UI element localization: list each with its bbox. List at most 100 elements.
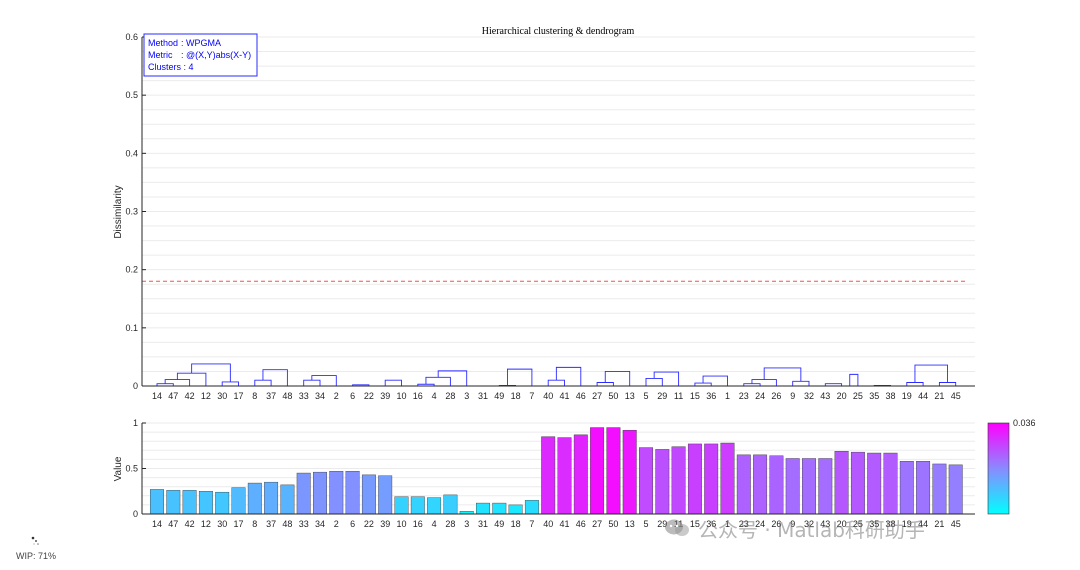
bar-series [150, 427, 963, 515]
dendrogram-leaf-label: 37 [266, 391, 276, 401]
bar [704, 443, 719, 515]
bar [948, 464, 963, 515]
dendrogram-link [547, 379, 565, 386]
bar [687, 443, 702, 515]
dendrogram-grid [142, 36, 975, 372]
dendrogram-leaf-label: 3 [464, 391, 469, 401]
dendrogram-leaf-label: 44 [918, 391, 928, 401]
bar [394, 496, 409, 515]
bar-x-tick-label: 24 [755, 519, 765, 529]
bar [639, 447, 653, 515]
bar [427, 497, 442, 515]
dendrogram-leaf-label: 26 [771, 391, 781, 401]
bar [622, 430, 637, 515]
dendrogram-y-tick-label: 0 [133, 381, 138, 391]
bar-x-tick-label: 15 [690, 519, 700, 529]
dendrogram-leaf-label: 22 [364, 391, 374, 401]
bar-x-tick-label: 2 [334, 519, 339, 529]
dendrogram-leaf-label: 12 [201, 391, 211, 401]
bar-x-tick-label: 43 [820, 519, 830, 529]
bar [150, 489, 164, 515]
dendrogram-leaf-label: 48 [282, 391, 292, 401]
dendrogram-link [702, 375, 728, 386]
dendrogram-link [221, 381, 239, 386]
bar-x-tick-label: 12 [201, 519, 211, 529]
bar-x-tick-label: 18 [511, 519, 521, 529]
method-info-box: Method : WPGMA Metric : @(X,Y)abs(X-Y) C… [143, 33, 258, 77]
dendrogram-y-tick-label: 0.2 [125, 265, 138, 275]
bar [590, 427, 605, 515]
dendrogram-y-tick-label: 0.4 [125, 148, 138, 158]
bar [606, 427, 621, 515]
bar-x-tick-label: 16 [413, 519, 423, 529]
bar-y-tick-label: 0.5 [125, 464, 138, 474]
bar-x-tick-label: 40 [543, 519, 553, 529]
dendrogram-leaf-label: 11 [674, 391, 683, 401]
bar [818, 458, 833, 515]
dendrogram-link [555, 366, 582, 386]
dendrogram-leaf-label: 20 [837, 391, 847, 401]
clusters-text: Clusters : 4 [148, 62, 194, 72]
bar-x-tick-label: 13 [625, 519, 635, 529]
bar-x-tick-label: 7 [529, 519, 534, 529]
bar [720, 442, 735, 515]
bar-x-tick-label: 37 [266, 519, 276, 529]
bar [410, 496, 425, 515]
dendrogram-leaf-label: 30 [217, 391, 227, 401]
bar-x-tick-label: 19 [902, 519, 912, 529]
method-label: Method [148, 38, 178, 48]
dendrogram-links [156, 363, 957, 386]
bar [231, 487, 246, 515]
dendrogram-link [694, 382, 712, 386]
bar-x-tick-label: 36 [706, 519, 716, 529]
dendrogram-leaf-label: 27 [592, 391, 602, 401]
bar [329, 471, 344, 515]
bar-x-tick-label: 29 [657, 519, 667, 529]
dendrogram-leaf-label: 34 [315, 391, 325, 401]
wip-status: WIP: 71% [16, 551, 57, 561]
bar-y-ticks: 00.51 [125, 418, 146, 519]
dendrogram-link [906, 382, 924, 386]
dendrogram-link [262, 369, 288, 386]
bar [492, 502, 507, 515]
bar-x-tick-label: 3 [464, 519, 469, 529]
dendrogram-leaf-label: 25 [853, 391, 863, 401]
colorbar-gradient [987, 422, 1010, 515]
bar-x-tick-label: 17 [233, 519, 243, 529]
bar-x-tick-label: 14 [152, 519, 162, 529]
bar-x-tick-label: 25 [853, 519, 863, 529]
dendrogram-y-tick-label: 0.5 [125, 90, 138, 100]
bar [753, 454, 768, 515]
bar-x-tick-label: 49 [494, 519, 504, 529]
bar-x-tick-label: 35 [869, 519, 879, 529]
dendrogram-leaf-label: 16 [413, 391, 423, 401]
dendrogram-leaf-label: 40 [543, 391, 553, 401]
bar-x-tick-label: 45 [951, 519, 961, 529]
dendrogram-link [653, 371, 680, 386]
bar-x-tick-labels: 14 47 42 12 30 17 8 37 48 33 34 2 6 22 39 10 16 4 28 3 31 49 1… [152, 519, 961, 529]
dendrogram-y-axis-label: Dissimilarity [113, 185, 124, 238]
bar-x-tick-label: 5 [643, 519, 648, 529]
bar [932, 463, 947, 515]
bar-x-tick-label: 9 [790, 519, 795, 529]
bar [345, 471, 360, 515]
bar [378, 475, 393, 515]
bar [524, 500, 539, 515]
dendrogram-panel: Hierarchical clustering & dendrogram Dis… [113, 26, 975, 401]
bar-x-tick-label: 8 [252, 519, 257, 529]
dendrogram-leaf-label: 1 [725, 391, 730, 401]
bar-x-tick-label: 27 [592, 519, 602, 529]
bar [916, 461, 931, 515]
dendrogram-link [303, 379, 321, 386]
bar [769, 455, 784, 515]
bar [671, 446, 686, 515]
bar-x-tick-label: 23 [739, 519, 749, 529]
watermark-text: 公众号 · Matlab科研助手 [698, 517, 925, 542]
bar [736, 454, 751, 515]
dendrogram-leaf-label: 13 [625, 391, 635, 401]
bar-y-tick-label: 1 [133, 418, 138, 428]
bar [264, 481, 279, 515]
bar [834, 451, 849, 515]
bar [166, 490, 181, 515]
bar [296, 472, 311, 515]
